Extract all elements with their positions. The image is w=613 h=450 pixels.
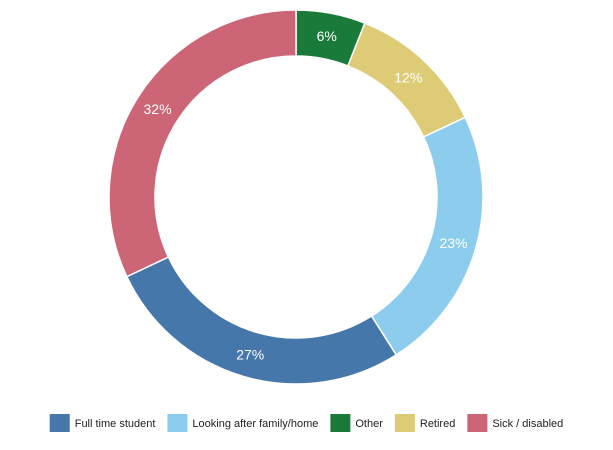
legend: Full time student Looking after family/ho… <box>49 414 563 432</box>
legend-swatch-full-time-student <box>49 414 70 432</box>
slice-label-looking-after-family-home: 23% <box>439 235 467 251</box>
legend-label-other: Other <box>355 418 383 430</box>
legend-label-full-time-student: Full time student <box>75 418 156 430</box>
slice-label-sick-disabled: 32% <box>144 101 172 117</box>
legend-label-looking-after-family-home: Looking after family/home <box>192 418 318 430</box>
slice-labels: 6% 12% 23% 27% 32% <box>144 28 468 363</box>
slice-sick-disabled <box>108 9 297 278</box>
legend-item-looking-after-family-home: Looking after family/home <box>167 414 318 432</box>
slice-label-full-time-student: 27% <box>236 346 264 362</box>
legend-label-retired: Retired <box>420 418 455 430</box>
legend-item-full-time-student: Full time student <box>49 414 156 432</box>
donut-slices <box>108 9 484 385</box>
legend-swatch-retired <box>394 414 415 432</box>
legend-item-sick-disabled: Sick / disabled <box>467 414 563 432</box>
slice-label-retired: 12% <box>394 69 422 85</box>
legend-item-retired: Retired <box>394 414 455 432</box>
legend-item-other: Other <box>330 414 383 432</box>
legend-swatch-sick-disabled <box>467 414 488 432</box>
slice-label-other: 6% <box>317 28 337 44</box>
slice-full-time-student <box>125 256 398 385</box>
legend-swatch-looking-after-family-home <box>167 414 188 432</box>
legend-label-sick-disabled: Sick / disabled <box>492 418 563 430</box>
legend-swatch-other <box>330 414 351 432</box>
